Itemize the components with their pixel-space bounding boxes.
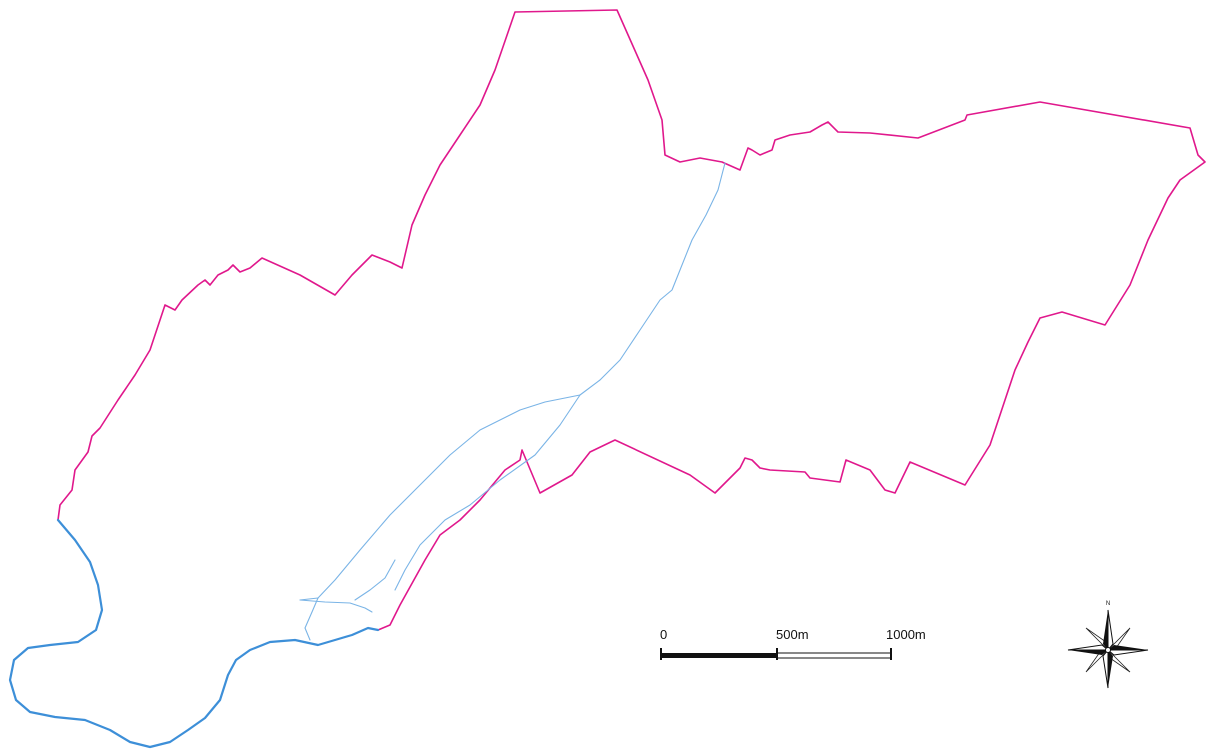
district-boundary — [57, 9, 1206, 631]
river-main — [8, 518, 380, 749]
river-branch-4 — [354, 559, 396, 601]
river-branch-2 — [299, 599, 373, 613]
scale-label-start: 0 — [660, 627, 668, 642]
scale-bar — [660, 648, 892, 660]
river-branch-1 — [394, 394, 581, 591]
compass-north-label: N — [1106, 601, 1110, 607]
scale-bar-hollow-segment — [776, 652, 892, 659]
scale-label-mid: 500m — [776, 627, 809, 642]
compass-rose-icon — [1067, 609, 1149, 689]
scale-label-end: 1000m — [886, 627, 926, 642]
river-tributary — [299, 162, 726, 601]
river-branch-3 — [304, 597, 319, 641]
scale-bar-solid-segment — [661, 653, 777, 658]
